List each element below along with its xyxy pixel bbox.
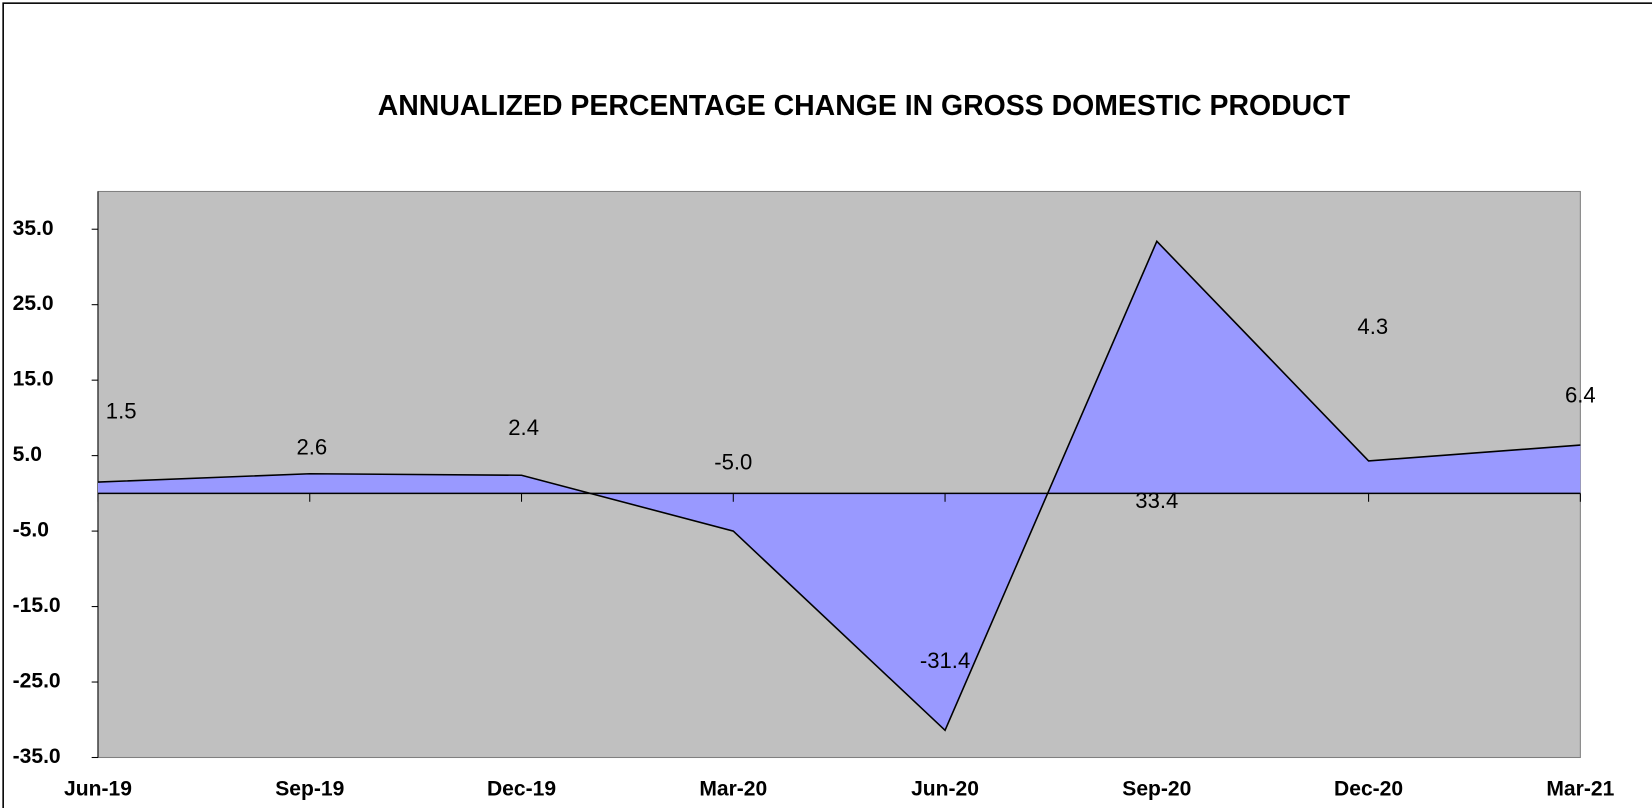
x-tick-label: Dec-19 (487, 778, 556, 801)
y-tick-label: 35.0 (13, 217, 54, 240)
y-tick-label: -35.0 (13, 745, 61, 768)
data-label: 33.4 (1135, 488, 1178, 513)
data-label: -31.4 (920, 648, 970, 673)
area (97, 241, 1581, 731)
chart-title: ANNUALIZED PERCENTAGE CHANGE IN GROSS DO… (378, 90, 1351, 122)
data-label: 2.6 (296, 434, 327, 459)
line (97, 239, 1581, 732)
x-tick-label: Sep-19 (275, 778, 344, 801)
x-tick-label: Jun-19 (64, 778, 132, 801)
data-label: -5.0 (714, 450, 752, 475)
x-tick-label: Mar-20 (699, 778, 767, 801)
data-label: 1.5 (106, 398, 137, 423)
x-tick-label: Mar-21 (1546, 778, 1614, 801)
x-tick-label: Dec-20 (1334, 778, 1403, 801)
y-tick-label: -5.0 (13, 519, 49, 542)
data-label: 4.3 (1357, 314, 1388, 339)
x-tick-label: Jun-20 (911, 778, 979, 801)
y-tick-label: 25.0 (13, 292, 54, 315)
y-tick-label: 15.0 (13, 368, 54, 391)
data-label: 6.4 (1565, 383, 1596, 408)
y-tick-label: 5.0 (13, 443, 42, 466)
x-tick-label: Sep-20 (1122, 778, 1191, 801)
data-label: 2.4 (508, 415, 539, 440)
y-tick-label: -25.0 (13, 670, 61, 693)
y-tick-label: -15.0 (13, 594, 61, 617)
